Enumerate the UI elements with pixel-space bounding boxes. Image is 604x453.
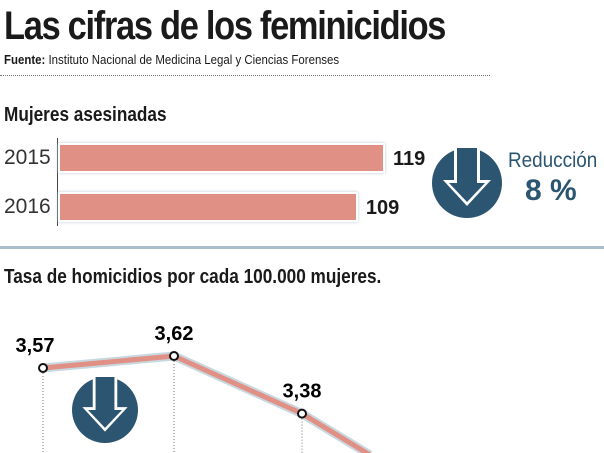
line-label-2: 3,38: [283, 381, 322, 403]
arrow-down-circle-icon: [432, 148, 502, 218]
reduction-label: Reducción: [508, 149, 598, 172]
line-point-0: [38, 363, 48, 373]
bar-category-2015: 2015: [4, 146, 51, 169]
arrow-down-circle-icon: [72, 377, 138, 443]
page-title: Las cifras de los feminicidios: [4, 4, 446, 48]
line-series: [42, 353, 372, 453]
source-line: Fuente: Instituto Nacional de Medicina L…: [4, 52, 339, 67]
bar-value-2015: 119: [393, 148, 426, 170]
bar-axis: [57, 138, 58, 226]
reduction-value: 8 %: [525, 174, 577, 207]
source-text: Instituto Nacional de Medicina Legal y C…: [48, 52, 340, 67]
source-label: Fuente:: [4, 52, 46, 67]
line-label-0: 3,57: [16, 335, 55, 357]
dotted-divider: [0, 75, 490, 76]
bar-2015: [58, 143, 385, 173]
bar-value-2016: 109: [365, 197, 400, 219]
bar-2016: [58, 192, 358, 222]
line-label-1: 3,62: [155, 323, 194, 345]
line-point-2: [297, 408, 307, 419]
bar-chart-title: Mujeres asesinadas: [4, 104, 167, 126]
line-point-1: [169, 351, 179, 361]
bar-category-2016: 2016: [4, 195, 51, 218]
line-chart-title: Tasa de homicidios por cada 100.000 muje…: [4, 266, 382, 288]
section-divider: [0, 246, 604, 249]
